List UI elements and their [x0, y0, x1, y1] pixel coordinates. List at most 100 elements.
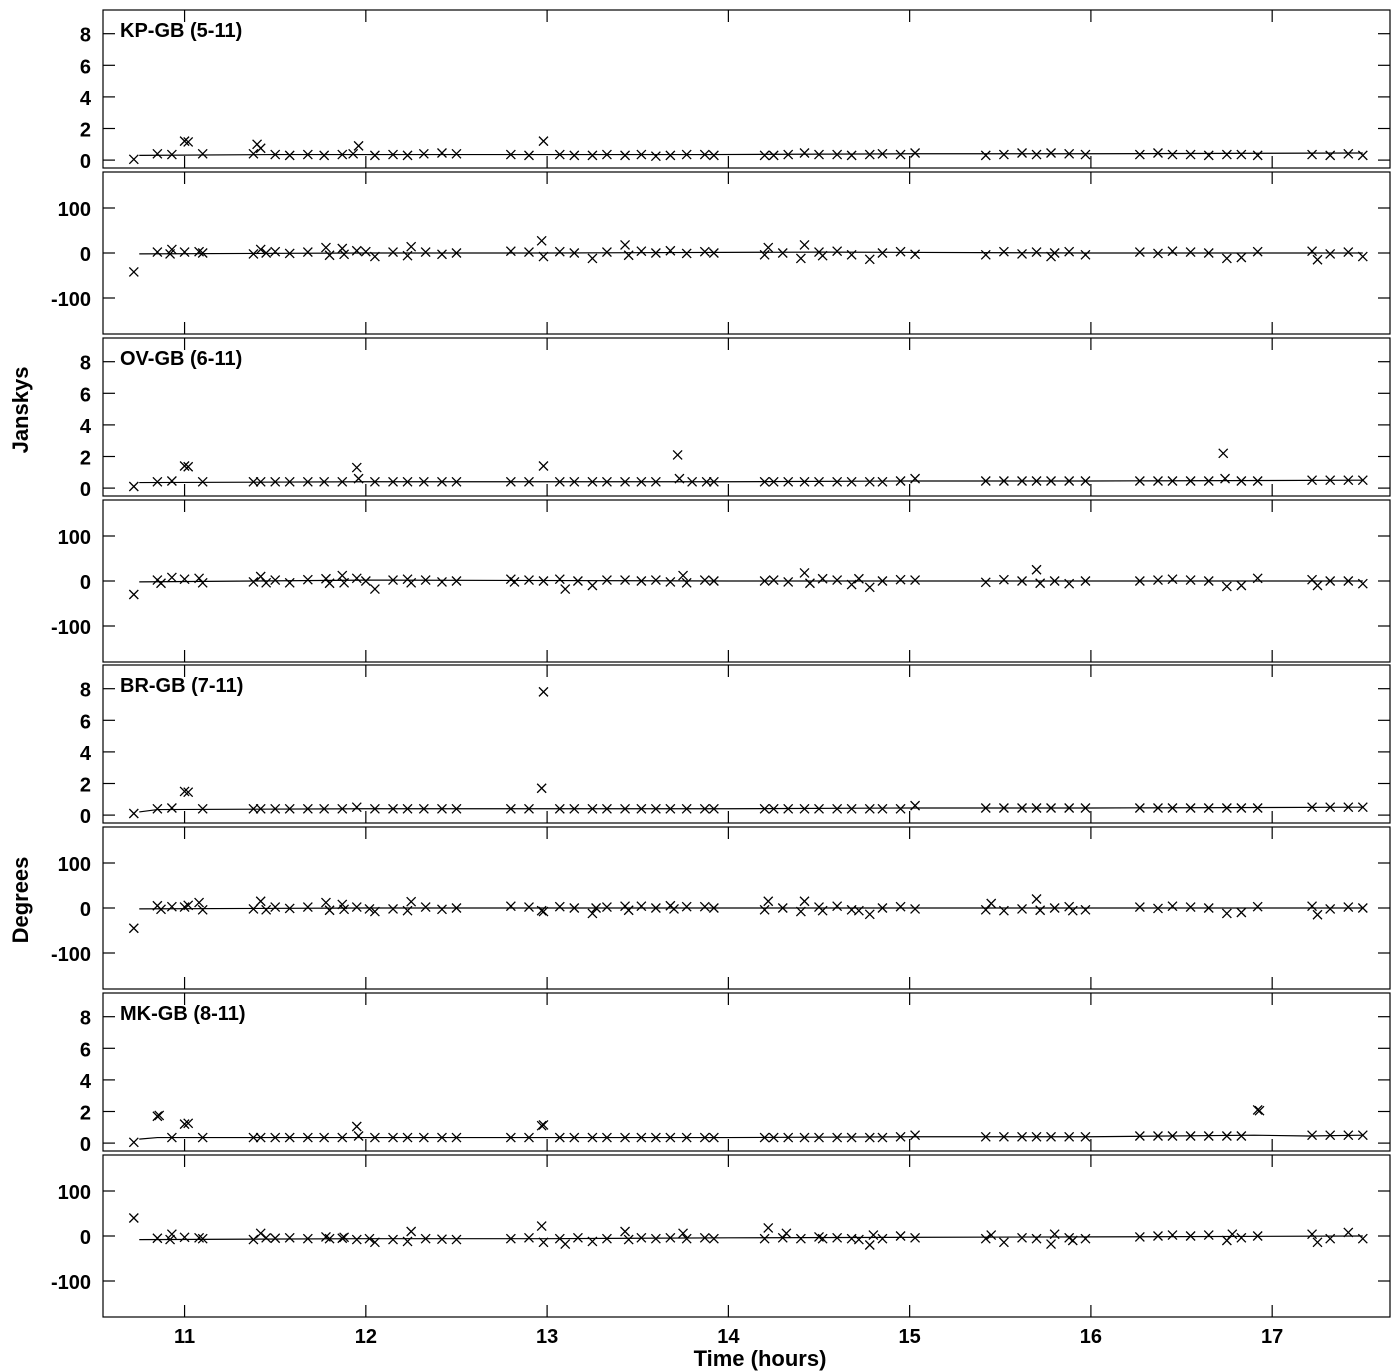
phase-point [1067, 1235, 1078, 1246]
phase-point [128, 923, 139, 934]
amplitude-tick-label: 8 [80, 25, 91, 47]
phase-model-line [139, 1235, 1363, 1241]
phase-point [554, 901, 565, 912]
phase-point [1203, 248, 1214, 258]
amplitude-point [1343, 802, 1354, 813]
amplitude-point [1307, 802, 1318, 813]
amplitude-point [980, 476, 991, 486]
phase-point [832, 901, 843, 912]
amplitude-point [1357, 802, 1368, 813]
amplitude-point [270, 476, 281, 487]
amplitude-point [864, 476, 875, 487]
amplitude-point [554, 1132, 565, 1143]
phase-point [337, 570, 348, 581]
amplitude-tick-label: 4 [80, 743, 92, 765]
phase-point [1153, 248, 1163, 259]
amplitude-point [1325, 475, 1336, 486]
phase-point [1236, 907, 1247, 918]
phase-point [1185, 247, 1196, 258]
x-tick-label: 16 [1080, 1326, 1102, 1348]
phase-point [650, 575, 661, 586]
amplitude-point [636, 803, 647, 814]
phase-point [1312, 580, 1323, 591]
amplitude-point [337, 803, 348, 814]
phase-point [538, 1237, 549, 1248]
phase-point [369, 1237, 380, 1248]
amplitude-point [536, 1120, 547, 1131]
phase-point [832, 1232, 843, 1243]
phase-point [699, 901, 710, 912]
phase-point [1064, 246, 1075, 257]
phase-point [587, 580, 598, 591]
phase-point [451, 576, 462, 586]
amplitude-point [1031, 1131, 1042, 1142]
amplitude-point [620, 1132, 631, 1143]
y-axis-label-phase: Degrees [8, 857, 33, 944]
phase-point [1035, 905, 1046, 916]
amplitude-point [418, 148, 429, 159]
amplitude-point [1046, 148, 1056, 158]
amplitude-point [179, 136, 190, 147]
phase-point [369, 251, 380, 262]
phase-point [165, 1234, 176, 1245]
amplitude-point [128, 154, 139, 165]
amplitude-point [1017, 803, 1027, 813]
amplitude-point [152, 476, 163, 487]
amplitude-point [402, 476, 413, 487]
phase-point [864, 254, 875, 265]
amplitude-point [353, 473, 364, 484]
phase-point [1031, 1233, 1042, 1244]
amplitude-point [1185, 149, 1196, 160]
phase-point [451, 248, 462, 258]
amplitude-point [197, 803, 208, 814]
amplitude-point [620, 803, 631, 814]
amplitude-tick-label: 2 [80, 775, 91, 797]
amplitude-point [248, 148, 259, 159]
phase-point [1153, 1231, 1163, 1241]
phase-point [324, 1233, 335, 1244]
amplitude-point [353, 140, 364, 151]
phase-point [1185, 902, 1196, 913]
amplitude-point [1325, 150, 1336, 161]
phase-point [1357, 251, 1368, 262]
phase-point [1203, 903, 1214, 913]
phase-point [255, 244, 266, 255]
amplitude-point [681, 1132, 692, 1143]
amplitude-tick-label: 8 [80, 680, 91, 702]
amplitude-point [302, 149, 313, 160]
amplitude-point [1185, 476, 1196, 486]
amplitude-point [895, 476, 906, 486]
amplitude-point [1031, 803, 1042, 813]
phase-point [255, 896, 266, 907]
phase-point [846, 249, 857, 260]
phase-point [255, 1228, 266, 1239]
amplitude-point [319, 1132, 330, 1143]
phase-point [509, 576, 520, 587]
amplitude-point [768, 150, 779, 161]
phase-point [910, 1232, 921, 1243]
x-tick-label: 13 [536, 1326, 558, 1348]
amplitude-point [650, 151, 661, 162]
amplitude-tick-label: 0 [80, 151, 91, 173]
phase-point [1343, 247, 1354, 258]
amplitude-point [768, 1132, 779, 1143]
phase-point [623, 250, 634, 261]
amplitude-point [1046, 1131, 1056, 1142]
amplitude-point [895, 1131, 906, 1142]
phase-point [777, 248, 788, 258]
amplitude-tick-label: 8 [80, 353, 91, 375]
phase-point [261, 577, 272, 588]
phase-point [505, 901, 516, 912]
phase-point [998, 1237, 1009, 1248]
amplitude-point [1203, 476, 1214, 486]
phase-point [437, 576, 447, 587]
amplitude-point [388, 1132, 398, 1143]
phase-point [524, 902, 534, 913]
phase-point [650, 903, 661, 913]
amplitude-point [910, 148, 921, 158]
amplitude-tick-label: 6 [80, 56, 91, 78]
amplitude-point [1153, 148, 1163, 158]
baseline-panel: 0 2 4 6 8 -100 0 100 KP-GB (5-11) [51, 9, 1391, 335]
amplitude-point [708, 803, 719, 814]
phase-point [369, 584, 380, 595]
